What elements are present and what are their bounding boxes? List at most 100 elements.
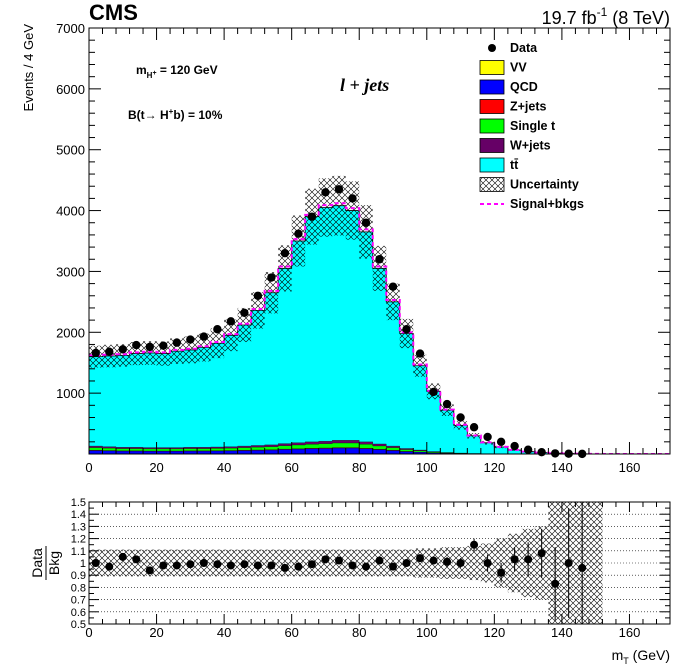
br-prefix: B(t [128,108,145,122]
ratio-x-tick-label: 140 [551,625,573,640]
data-point [294,229,303,238]
ratio-point [361,562,370,571]
lumi-value: 19.7 fb [542,8,597,28]
ratio-point [159,561,168,570]
br-superscript: + [169,107,174,116]
ratio-point [186,560,195,569]
ratio-point [294,562,303,571]
ratio-y-axis-label: Data Bkg [29,546,62,580]
ratio-point [578,563,587,572]
ratio-point [524,555,533,564]
uncertainty-band [89,175,589,454]
ratio-point [132,555,141,564]
channel-annotation: l + jets [340,75,389,95]
data-point [415,349,425,358]
ratio-x-tick-label: 80 [352,625,366,640]
data-point [469,423,479,432]
ratio-point [226,561,235,570]
data-point [375,255,384,264]
x-tick-label: 20 [149,460,163,475]
ttbar-histogram [89,205,670,454]
legend: Data VV QCD Z+jets Single t W+jets tt̄ Uncertai… [479,41,584,211]
br-arrow: → [145,108,157,122]
data-point [496,437,506,447]
lumi-label: 19.7 fb-1 (8 TeV) [542,5,670,28]
top-frame [88,27,671,455]
ratio-point [321,555,330,564]
data-point [523,445,533,454]
uncertainty-bin [332,175,346,236]
data-point [118,345,127,354]
data-point [159,341,168,350]
br-annotation: B(t→ H+b) = 10% [128,107,223,122]
br-suffix: b) = 10% [173,108,222,122]
uncertainty-bin [453,421,468,430]
ratio-y-tick-label: 1.2 [71,534,86,546]
ratio-point [551,579,560,588]
legend-label: tt̄ [510,158,519,172]
x-axis-symbol: m [612,647,624,663]
data-point [199,332,209,341]
legend-swatch [479,157,505,173]
x-tick-label: 160 [619,460,641,475]
ratio-point [253,561,262,570]
x-tick-label: 40 [217,460,231,475]
uncertainty-bin [291,215,306,267]
data-point [91,348,100,358]
ratio-y-tick-label: 0.9 [71,570,86,582]
data-point [442,399,452,409]
legend-hatch-swatch [479,177,505,192]
legend-label: Signal+bkgs [510,197,584,211]
ratio-x-tick-label: 60 [284,625,298,640]
stacked-histograms [89,205,670,454]
ratio-point [172,561,181,570]
y-tick-label: 1000 [56,386,85,401]
mass-value: = 120 GeV [157,63,218,77]
data-point [361,218,371,227]
x-tick-label: 100 [416,460,438,475]
data-point [510,441,519,451]
ratio-y-tick-label: 0.7 [71,595,86,607]
ratio-point [199,559,208,567]
x-axis-unit: (GeV) [629,647,670,663]
legend-label: Z+jets [510,100,547,114]
uncertainty-bin [413,354,427,377]
ratio-point [497,568,506,577]
legend-label: Single t [510,119,556,133]
uncertainty-bin [237,307,252,343]
data-point [105,347,114,356]
data-point [226,317,236,326]
x-tick-label: 80 [352,460,366,475]
ratio-point [240,560,249,569]
ratio-point [348,561,357,570]
ratio-point [375,556,384,565]
data-point [132,340,141,350]
x-tick-label: 120 [483,460,505,475]
data-point [213,325,222,334]
data-point [253,291,263,300]
data-point [186,335,195,344]
ratio-point [510,555,519,564]
uncertainty-bin [278,245,292,292]
legend-label: Data [510,41,538,55]
y-tick-label: 5000 [56,143,85,158]
uncertainty-bin [359,205,373,259]
ratio-label-numerator: Data [29,548,45,578]
ratio-point [564,559,573,567]
ratio-point [483,559,492,567]
uncertainty-bin [183,336,198,364]
top-y-axis: 1000 2000 3000 4000 5000 6000 7000 [56,21,670,455]
uncertainty-bin [224,319,238,352]
legend-data-marker [488,44,496,52]
y-tick-label: 2000 [56,325,85,340]
data-point [240,308,249,318]
ratio-point [443,557,452,566]
data-point [402,325,411,334]
ratio-point [334,556,343,565]
ratio-point [429,556,438,565]
ratio-uncertainty-bin [278,549,292,577]
ratio-point [145,566,154,575]
data-point [348,194,357,203]
ratio-x-axis: 0 20 40 60 80 100 120 140 160 [85,502,671,640]
ratio-uncertainty-bin [413,548,427,578]
